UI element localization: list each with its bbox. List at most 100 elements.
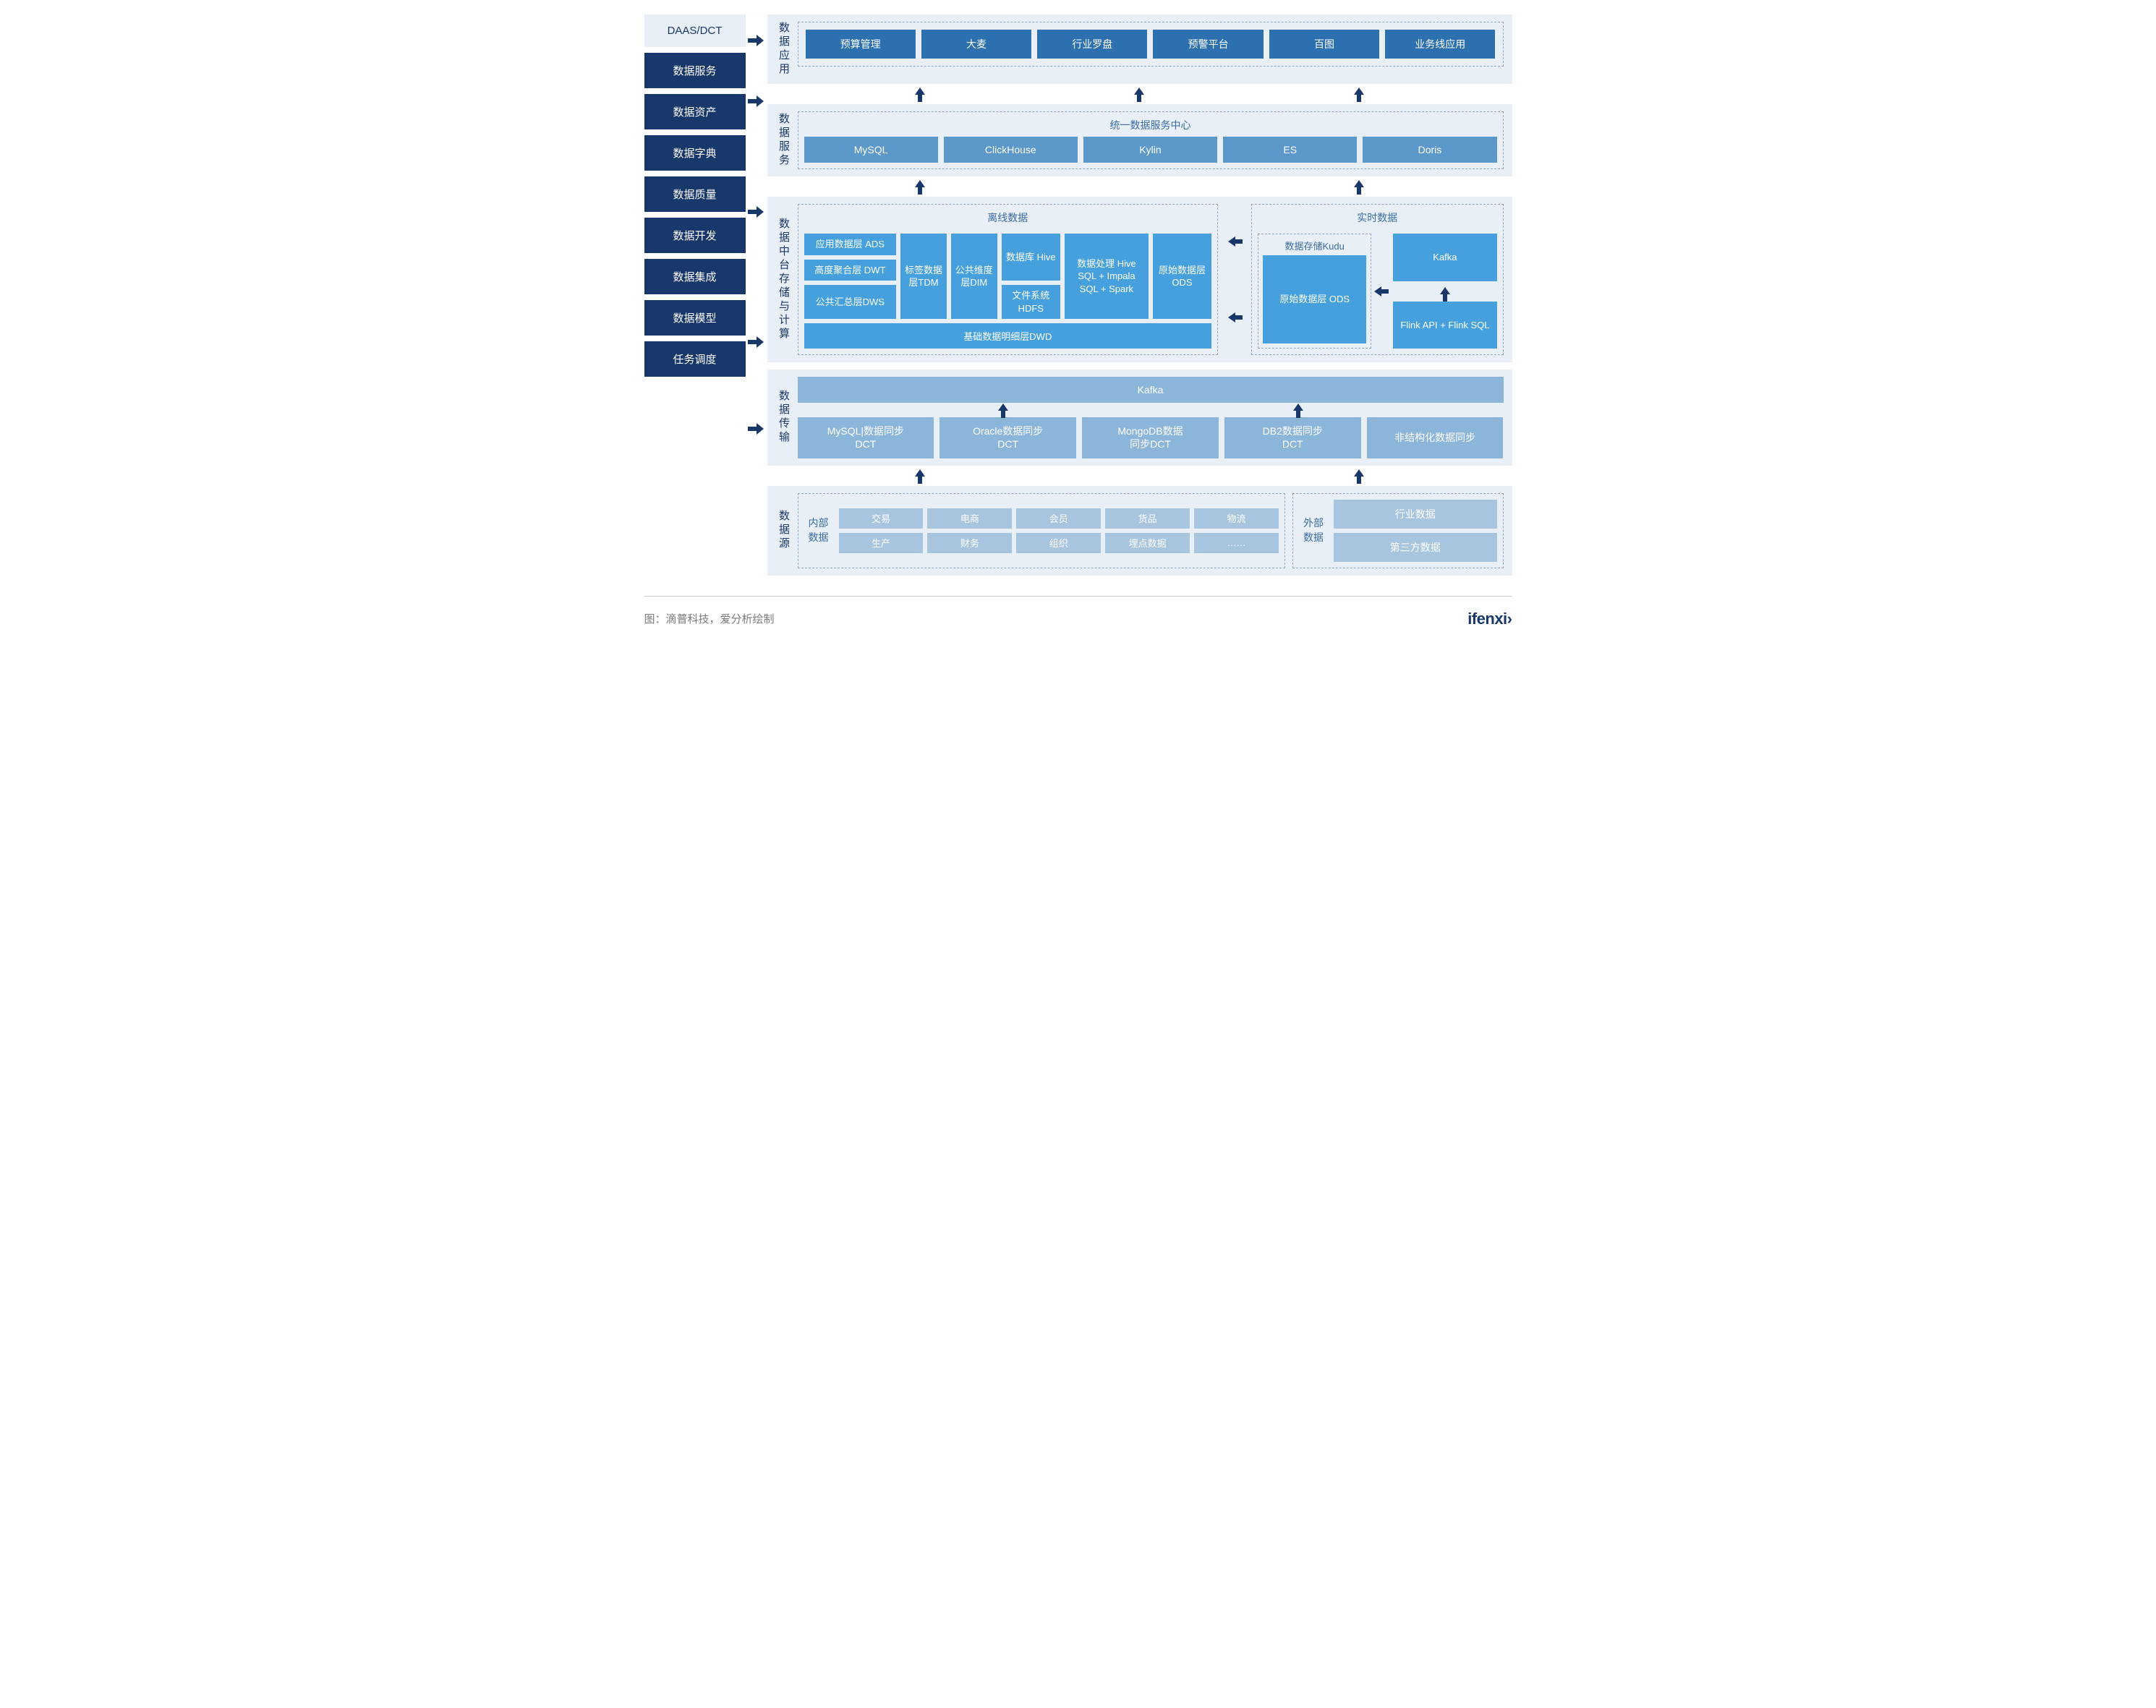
- offline-title: 离线数据: [804, 210, 1212, 225]
- src-item: 第三方数据: [1334, 533, 1497, 562]
- offline-ads: 应用数据层 ADS: [804, 234, 897, 255]
- app-item: 预算管理: [806, 30, 916, 59]
- realtime-flink: Flink API + Flink SQL: [1393, 302, 1496, 349]
- sidebar-item: 数据集成: [644, 259, 746, 294]
- offline-dwd: 基础数据明细层DWD: [804, 323, 1212, 349]
- offline-hive: 数据库 Hive: [1002, 234, 1060, 281]
- src-item: 货品: [1105, 508, 1190, 529]
- layer-app: 数据应用 预算管理 大麦 行业罗盘 预警平台 百图 业务线应用: [767, 14, 1512, 84]
- src-item: 财务: [927, 533, 1012, 553]
- service-item: Doris: [1363, 137, 1496, 163]
- realtime-ods: 原始数据层 ODS: [1263, 255, 1366, 343]
- arrow-up-icon: [1354, 86, 1364, 102]
- layer-label: 数据中台存储与计算: [776, 204, 792, 355]
- src-item: 组织: [1016, 533, 1101, 553]
- arrow-up-icon: [998, 402, 1008, 418]
- layer-label: 数据应用: [776, 22, 792, 77]
- src-item: 生产: [839, 533, 924, 553]
- layer-transport: 数据传输 Kafka MySQL|数据同步 DCT Oracle数据同步 DCT…: [767, 370, 1512, 465]
- src-item: ……: [1194, 533, 1279, 553]
- arrow-up-icon: [1440, 286, 1450, 302]
- offline-group: 离线数据 应用数据层 ADS 高度聚合层 DWT 公共汇总层DWS 标签数据层T…: [798, 204, 1219, 355]
- offline-dim: 公共维度层DIM: [951, 234, 997, 319]
- sidebar-item: 数据开发: [644, 218, 746, 253]
- sidebar-item: 数据模型: [644, 300, 746, 336]
- layer-source: 数据源 内部 数据 交易 电商 会员 货品 物流 生产: [767, 486, 1512, 576]
- arrow-left-icon: [1227, 312, 1243, 323]
- offline-dws: 公共汇总层DWS: [804, 285, 897, 319]
- sync-item: Oracle数据同步 DCT: [939, 417, 1076, 458]
- sidebar-arrows: [746, 14, 767, 576]
- main-layers: 数据应用 预算管理 大麦 行业罗盘 预警平台 百图 业务线应用: [767, 14, 1512, 576]
- realtime-kafka: Kafka: [1393, 234, 1496, 281]
- sidebar-header: DAAS/DCT: [644, 14, 746, 47]
- offline-realtime-arrows: [1225, 204, 1244, 355]
- src-item: 交易: [839, 508, 924, 529]
- arrow-left-icon: [1376, 286, 1389, 296]
- arrow-up-icon: [915, 179, 925, 195]
- layer-label: 数据源: [776, 493, 792, 568]
- src-item: 会员: [1016, 508, 1101, 529]
- app-item: 业务线应用: [1385, 30, 1495, 59]
- arrow-up-icon: [915, 86, 925, 102]
- offline-proc: 数据处理 Hive SQL + Impala SQL + Spark: [1065, 234, 1149, 319]
- up-arrows: [767, 88, 1512, 100]
- src-item: 行业数据: [1334, 500, 1497, 529]
- arrow-right-icon: [748, 336, 765, 348]
- service-item: ClickHouse: [944, 137, 1078, 163]
- sync-item: DB2数据同步 DCT: [1224, 417, 1361, 458]
- arrow-right-icon: [748, 95, 765, 107]
- sync-item: MySQL|数据同步 DCT: [798, 417, 934, 458]
- up-arrows: [767, 181, 1512, 192]
- layer-service: 数据服务 统一数据服务中心 MySQL ClickHouse Kylin ES …: [767, 104, 1512, 176]
- src-item: 埋点数据: [1105, 533, 1190, 553]
- arrow-right-icon: [748, 206, 765, 218]
- app-item: 百图: [1269, 30, 1379, 59]
- service-item: MySQL: [804, 137, 938, 163]
- external-source: 外部 数据 行业数据 第三方数据: [1292, 493, 1504, 568]
- realtime-title: 实时数据: [1258, 210, 1496, 225]
- offline-tdm: 标签数据层TDM: [900, 234, 947, 319]
- arrow-right-icon: [748, 35, 765, 46]
- sidebar-item: 数据字典: [644, 135, 746, 171]
- arrow-up-icon: [1354, 179, 1364, 195]
- src-item: 物流: [1194, 508, 1279, 529]
- up-arrows: [767, 470, 1512, 482]
- realtime-group: 实时数据 数据存储Kudu 原始数据层 ODS Kaf: [1251, 204, 1503, 355]
- offline-dwt: 高度聚合层 DWT: [804, 260, 897, 281]
- arrow-up-icon: [1134, 86, 1144, 102]
- internal-source: 内部 数据 交易 电商 会员 货品 物流 生产 财务 组织 埋点数据: [798, 493, 1285, 568]
- arrow-up-icon: [1354, 468, 1364, 484]
- sidebar-item: 数据质量: [644, 176, 746, 212]
- service-item: Kylin: [1083, 137, 1217, 163]
- architecture-diagram: DAAS/DCT 数据服务 数据资产 数据字典 数据质量 数据开发 数据集成 数…: [644, 14, 1512, 628]
- layer-storage: 数据中台存储与计算 离线数据 应用数据层 ADS 高度聚合层 DWT 公共汇总层…: [767, 197, 1512, 362]
- arrow-up-icon: [915, 468, 925, 484]
- caption: 图：滴普科技，爱分析绘制: [644, 611, 775, 626]
- logo: ifenxi›: [1467, 610, 1512, 628]
- kudu-title: 数据存储Kudu: [1263, 239, 1366, 252]
- layer-label: 数据服务: [776, 111, 792, 169]
- footer: 图：滴普科技，爱分析绘制 ifenxi›: [644, 596, 1512, 628]
- service-item: ES: [1223, 137, 1357, 163]
- arrow-left-icon: [1227, 236, 1243, 247]
- arrow-up-icon: [1293, 402, 1303, 418]
- transport-kafka: Kafka: [798, 377, 1504, 403]
- app-item: 行业罗盘: [1037, 30, 1147, 59]
- arrow-right-icon: [748, 423, 765, 435]
- left-sidebar: DAAS/DCT 数据服务 数据资产 数据字典 数据质量 数据开发 数据集成 数…: [644, 14, 746, 576]
- sync-item: 非结构化数据同步: [1367, 417, 1504, 458]
- service-title: 统一数据服务中心: [804, 118, 1497, 132]
- sidebar-item: 数据服务: [644, 53, 746, 88]
- offline-ods: 原始数据层ODS: [1153, 234, 1211, 319]
- sidebar-item: 数据资产: [644, 94, 746, 129]
- app-item: 预警平台: [1153, 30, 1263, 59]
- internal-label: 内部 数据: [804, 516, 833, 545]
- offline-hdfs: 文件系统 HDFS: [1002, 285, 1060, 319]
- layer-label: 数据传输: [776, 377, 792, 458]
- app-item: 大麦: [921, 30, 1031, 59]
- sidebar-item: 任务调度: [644, 341, 746, 377]
- external-label: 外部 数据: [1299, 516, 1328, 545]
- sync-item: MongoDB数据 同步DCT: [1082, 417, 1219, 458]
- src-item: 电商: [927, 508, 1012, 529]
